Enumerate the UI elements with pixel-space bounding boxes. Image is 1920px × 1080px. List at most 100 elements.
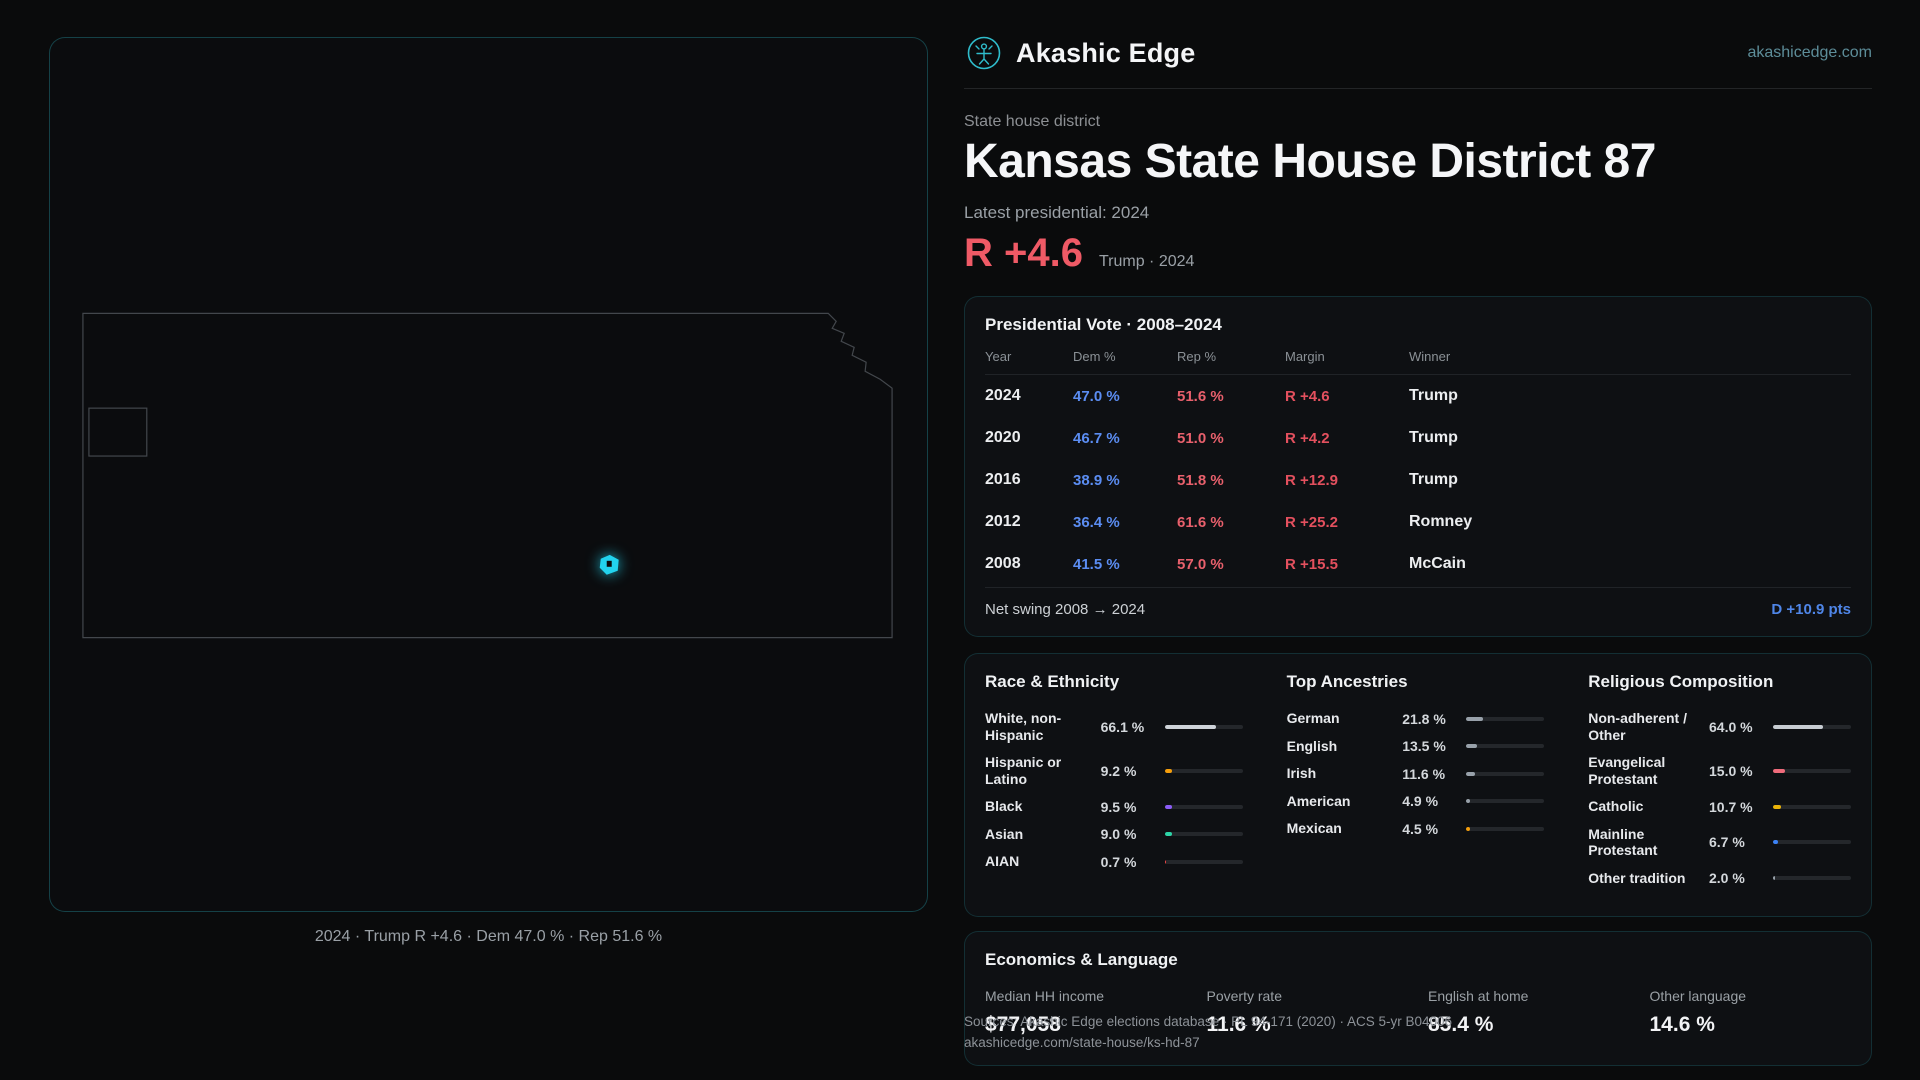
cell-dem: 47.0 % xyxy=(1073,387,1120,405)
mini-bar xyxy=(1466,771,1545,776)
list-item: Catholic 10.7 % xyxy=(1588,798,1851,815)
stat-label: Median HH income xyxy=(985,987,1105,1004)
cell-rep: 51.8 % xyxy=(1177,471,1224,489)
list-item: Mexican 4.5 % xyxy=(1287,820,1545,837)
stat-other-language: Other language 14.6 % xyxy=(1650,988,1852,1037)
demo-label: Hispanic or Latino xyxy=(985,754,1062,787)
economics-stats-row: Median HH income $77,058 Poverty rate 11… xyxy=(985,988,1851,1037)
list-item: American 4.9 % xyxy=(1287,793,1545,810)
top-ancestries-title: Top Ancestries xyxy=(1286,672,1408,692)
mini-bar xyxy=(1466,716,1545,721)
demo-value: 66.1 % xyxy=(1100,718,1145,735)
demo-label: Black xyxy=(985,798,1023,815)
table-row: 2012 36.4 % 61.6 % R +25.2 Romney xyxy=(985,501,1851,543)
list-item: Asian 9.0 % xyxy=(985,826,1243,843)
demo-label: American xyxy=(1286,792,1351,809)
partisan-lean-value: R +4.6 xyxy=(964,231,1083,276)
cell-margin: R +4.2 xyxy=(1285,429,1330,447)
mini-bar xyxy=(1773,876,1851,881)
cell-winner: McCain xyxy=(1409,555,1466,573)
demo-label: Irish xyxy=(1286,765,1317,782)
demo-value: 13.5 % xyxy=(1402,738,1446,755)
list-item: Hispanic or Latino 9.2 % xyxy=(985,754,1243,787)
cell-year: 2012 xyxy=(985,513,1021,531)
presidential-vote-panel: Presidential Vote · 2008–2024 Year Dem %… xyxy=(964,296,1872,638)
cell-dem: 38.9 % xyxy=(1073,471,1120,489)
state-map-card xyxy=(49,37,928,912)
latest-presidential-label: Latest presidential: 2024 xyxy=(964,203,1150,223)
col-year: Year xyxy=(985,349,1012,365)
table-row: 2020 46.7 % 51.0 % R +4.2 Trump xyxy=(985,417,1851,459)
demo-label: Mainline Protestant xyxy=(1588,825,1658,859)
col-winner: Winner xyxy=(1409,349,1451,365)
economics-language-panel: Economics & Language Median HH income $7… xyxy=(964,930,1872,1066)
cell-dem: 41.5 % xyxy=(1073,555,1120,573)
demo-label: Other tradition xyxy=(1588,870,1686,886)
page-url-link[interactable]: akashicedge.com/state-house/ks-hd-87 xyxy=(964,1034,1200,1050)
site-header: Akashic Edge akashicedge.com xyxy=(964,30,1872,76)
mini-bar xyxy=(1164,724,1243,729)
list-item: White, non-Hispanic 66.1 % xyxy=(985,710,1243,743)
race-ethnicity-section: Race & Ethnicity White, non-Hispanic 66.… xyxy=(985,672,1243,897)
demo-value: 11.6 % xyxy=(1402,765,1446,782)
map-caption: 2024 · Trump R +4.6 · Dem 47.0 % · Rep 5… xyxy=(314,928,663,945)
mini-bar xyxy=(1466,799,1545,804)
stat-label: Other language xyxy=(1649,987,1747,1004)
demographics-panel: Race & Ethnicity White, non-Hispanic 66.… xyxy=(964,653,1872,917)
partisan-lean-context: Trump · 2024 xyxy=(1098,253,1195,271)
cell-rep: 51.6 % xyxy=(1177,387,1224,405)
demo-label: Non-adherent / Other xyxy=(1588,710,1687,743)
mini-bar xyxy=(1466,826,1545,831)
table-row: 2016 38.9 % 51.8 % R +12.9 Trump xyxy=(985,459,1851,501)
akashic-edge-logo[interactable] xyxy=(964,33,1004,73)
stat-english-at-home: English at home 85.4 % xyxy=(1428,988,1630,1037)
list-item: Other tradition 2.0 % xyxy=(1588,870,1851,887)
list-item: Non-adherent / Other 64.0 % xyxy=(1588,710,1851,743)
cell-margin: R +15.5 xyxy=(1285,555,1338,573)
list-item: AIAN 0.7 % xyxy=(985,853,1243,870)
mini-bar xyxy=(1164,832,1243,837)
cell-dem: 46.7 % xyxy=(1073,429,1120,447)
cell-winner: Trump xyxy=(1409,387,1458,405)
site-domain-link[interactable]: akashicedge.com xyxy=(1747,44,1872,61)
cell-year: 2020 xyxy=(985,429,1021,447)
demo-value: 2.0 % xyxy=(1709,870,1745,887)
cell-year: 2008 xyxy=(985,555,1021,573)
table-row: 2008 41.5 % 57.0 % R +15.5 McCain xyxy=(985,543,1851,585)
stat-value: 14.6 % xyxy=(1649,1012,1715,1036)
mini-bar xyxy=(1164,768,1243,773)
cell-rep: 51.0 % xyxy=(1177,429,1224,447)
list-item: Evangelical Protestant 15.0 % xyxy=(1588,754,1851,787)
table-row: 2024 47.0 % 51.6 % R +4.6 Trump xyxy=(985,375,1851,417)
cell-winner: Trump xyxy=(1409,429,1458,447)
demo-value: 9.0 % xyxy=(1100,826,1137,843)
mini-bar xyxy=(1164,859,1243,864)
top-ancestries-section: Top Ancestries German 21.8 % English 13.… xyxy=(1287,672,1545,897)
brand-name[interactable]: Akashic Edge xyxy=(1016,37,1196,68)
list-item: Black 9.5 % xyxy=(985,798,1243,815)
demo-value: 9.5 % xyxy=(1100,798,1137,815)
stat-poverty-rate: Poverty rate 11.6 % xyxy=(1207,988,1409,1037)
demo-value: 4.5 % xyxy=(1402,820,1439,837)
cell-dem: 36.4 % xyxy=(1073,513,1120,531)
stat-label: Poverty rate xyxy=(1206,987,1282,1004)
demo-value: 10.7 % xyxy=(1709,798,1753,815)
kansas-map[interactable] xyxy=(50,38,927,911)
mini-bar xyxy=(1466,744,1545,749)
district-marker[interactable] xyxy=(599,554,619,575)
detail-column: Akashic Edge akashicedge.com State house… xyxy=(964,30,1872,1066)
cell-year: 2016 xyxy=(985,471,1021,489)
cell-rep: 61.6 % xyxy=(1177,513,1224,531)
mini-bar xyxy=(1773,768,1851,773)
stat-value: 11.6 % xyxy=(1206,1012,1271,1036)
cell-winner: Trump xyxy=(1409,471,1458,489)
mini-bar xyxy=(1773,804,1851,809)
kansas-outline xyxy=(82,312,893,639)
demo-value: 21.8 % xyxy=(1402,710,1446,727)
cell-year: 2024 xyxy=(985,387,1021,405)
col-dem: Dem % xyxy=(1073,349,1116,365)
list-item: Irish 11.6 % xyxy=(1287,765,1545,782)
page-title: Kansas State House District 87 xyxy=(964,135,1656,188)
demo-label: Evangelical Protestant xyxy=(1588,754,1666,787)
mini-bar xyxy=(1164,804,1243,809)
